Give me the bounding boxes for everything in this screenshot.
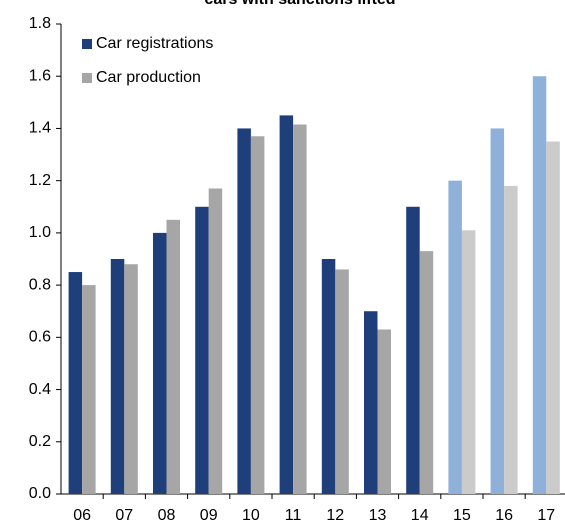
bar xyxy=(166,219,180,495)
bar xyxy=(237,128,251,494)
bar xyxy=(406,206,420,494)
bar xyxy=(195,206,209,494)
y-tick-label: 1.6 xyxy=(29,67,51,84)
y-tick-label: 1.4 xyxy=(29,120,51,137)
bar xyxy=(68,272,83,494)
y-tick-label: 0.8 xyxy=(29,276,51,293)
bar xyxy=(110,259,125,494)
x-tick-label: 14 xyxy=(411,507,429,522)
x-tick-label: 15 xyxy=(453,507,471,522)
y-tick-label: 0.2 xyxy=(29,433,51,450)
legend-swatch xyxy=(82,73,92,83)
x-tick-label: 13 xyxy=(369,507,387,522)
x-tick-label: 11 xyxy=(285,507,302,522)
bar xyxy=(124,264,138,494)
x-tick-label: 06 xyxy=(73,507,91,522)
y-tick-label: 1.2 xyxy=(29,172,51,189)
bar xyxy=(461,230,476,494)
legend-label: Car production xyxy=(96,69,201,86)
x-tick-label: 16 xyxy=(495,507,513,522)
bar xyxy=(335,269,349,494)
y-tick-label: 0.0 xyxy=(29,485,51,502)
bar xyxy=(490,128,505,494)
x-tick-label: 07 xyxy=(115,507,133,522)
bar xyxy=(504,185,518,494)
legend-label: Car registrations xyxy=(96,35,213,52)
chart-title: cars with sanctions lifted xyxy=(204,0,395,8)
bar xyxy=(153,232,167,494)
x-tick-label: 10 xyxy=(242,507,260,522)
bar xyxy=(546,141,560,494)
x-tick-label: 12 xyxy=(326,507,344,522)
bar xyxy=(532,76,547,494)
bar xyxy=(364,311,378,494)
bar xyxy=(250,136,265,494)
bar xyxy=(208,188,223,494)
bar xyxy=(293,124,307,495)
bar xyxy=(82,285,96,494)
x-tick-label: 09 xyxy=(200,507,218,522)
y-tick-label: 0.6 xyxy=(29,329,51,346)
bar xyxy=(419,251,434,494)
bar xyxy=(279,115,294,494)
y-tick-label: 1.0 xyxy=(29,224,51,241)
bar xyxy=(321,259,336,494)
bar xyxy=(377,329,391,494)
y-tick-label: 0.4 xyxy=(29,381,51,398)
bar xyxy=(448,180,462,494)
x-tick-label: 17 xyxy=(537,507,555,522)
legend-swatch xyxy=(82,39,92,49)
y-tick-label: 1.8 xyxy=(29,15,51,32)
x-tick-label: 08 xyxy=(158,507,176,522)
